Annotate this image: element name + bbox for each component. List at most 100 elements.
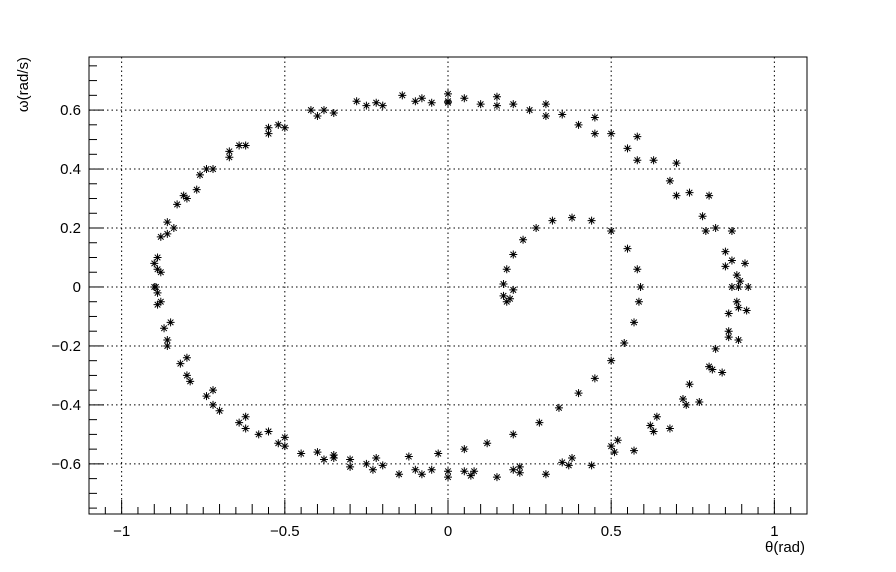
- data-point: [156, 268, 165, 277]
- data-point: [362, 101, 371, 110]
- x-tick-label: 0: [444, 523, 452, 540]
- data-point: [623, 144, 632, 153]
- data-point: [736, 277, 745, 286]
- data-point: [241, 424, 250, 433]
- data-point: [705, 362, 714, 371]
- data-point: [509, 100, 518, 109]
- data-point: [352, 97, 361, 106]
- data-point: [721, 262, 730, 271]
- data-point: [742, 306, 751, 315]
- y-tick-label: 0.4: [60, 161, 81, 178]
- data-point: [166, 318, 175, 327]
- data-point: [313, 111, 322, 120]
- data-point: [607, 442, 616, 451]
- data-point: [705, 191, 714, 200]
- data-point: [607, 226, 616, 235]
- data-point: [682, 400, 691, 409]
- data-point: [417, 470, 426, 479]
- data-point: [701, 226, 710, 235]
- data-point: [515, 462, 524, 471]
- data-point: [254, 430, 263, 439]
- data-point: [241, 412, 250, 421]
- data-point: [156, 297, 165, 306]
- data-point: [274, 439, 283, 448]
- data-point: [554, 403, 563, 412]
- data-point: [169, 224, 178, 233]
- data-point: [179, 191, 188, 200]
- data-point: [160, 324, 169, 333]
- data-point: [492, 101, 501, 110]
- data-point: [372, 453, 381, 462]
- data-point: [209, 386, 218, 395]
- data-point: [633, 132, 642, 141]
- data-point: [734, 282, 743, 291]
- data-point: [564, 461, 573, 470]
- data-point: [466, 471, 475, 480]
- data-point: [649, 156, 658, 165]
- data-point: [398, 91, 407, 100]
- data-point: [163, 218, 172, 227]
- data-point: [150, 282, 159, 291]
- data-point: [195, 170, 204, 179]
- data-point: [460, 94, 469, 103]
- data-point: [727, 282, 736, 291]
- data-point: [587, 216, 596, 225]
- data-point: [574, 120, 583, 129]
- x-axis-title: θ(rad): [765, 539, 805, 556]
- data-point: [444, 89, 452, 98]
- data-point: [672, 159, 681, 168]
- data-point: [444, 467, 452, 476]
- data-point: [378, 461, 387, 470]
- data-point: [460, 467, 469, 476]
- data-point: [607, 129, 616, 138]
- data-point: [225, 147, 234, 156]
- y-tick-labels: −0.6 −0.4 −0.2 0 0.2 0.4 0.6: [51, 102, 81, 473]
- data-point: [319, 106, 328, 115]
- data-point: [590, 129, 599, 138]
- x-tick-label: −0.5: [270, 523, 300, 540]
- data-point: [313, 448, 322, 457]
- data-point: [633, 156, 642, 165]
- data-point: [620, 338, 629, 347]
- data-point: [502, 265, 511, 274]
- data-point: [718, 368, 727, 377]
- data-point: [264, 129, 273, 138]
- data-point: [724, 327, 733, 336]
- data-point: [329, 109, 338, 118]
- data-point: [209, 165, 218, 174]
- data-point: [541, 111, 550, 120]
- data-point: [525, 106, 534, 115]
- data-point: [509, 430, 518, 439]
- data-point: [724, 309, 733, 318]
- data-point: [695, 397, 704, 406]
- data-point: [427, 465, 436, 474]
- data-point: [368, 465, 377, 474]
- data-point: [630, 446, 639, 455]
- data-point: [411, 465, 420, 474]
- data-point: [509, 250, 518, 259]
- data-point: [372, 98, 381, 107]
- data-point: [186, 377, 195, 386]
- data-point: [444, 97, 452, 106]
- x-tick-label: 0.5: [601, 523, 622, 540]
- data-point: [711, 224, 720, 233]
- data-point: [411, 97, 420, 106]
- x-tick-labels: −1 −0.5 0 0.5 1: [113, 523, 778, 540]
- data-point: [519, 235, 528, 244]
- data-point: [665, 424, 674, 433]
- data-point: [235, 418, 244, 427]
- y-tick-label: 0.6: [60, 102, 81, 119]
- data-point: [509, 285, 518, 294]
- data-point: [499, 280, 508, 289]
- data-point: [607, 356, 616, 365]
- data-point: [182, 353, 191, 362]
- data-point: [329, 451, 338, 460]
- data-point: [721, 247, 730, 256]
- data-point: [417, 94, 426, 103]
- data-point: [515, 468, 524, 477]
- axis-ticks: [88, 65, 808, 514]
- data-point: [297, 449, 306, 458]
- data-point: [509, 465, 518, 474]
- data-point: [264, 123, 273, 132]
- data-point: [235, 141, 244, 150]
